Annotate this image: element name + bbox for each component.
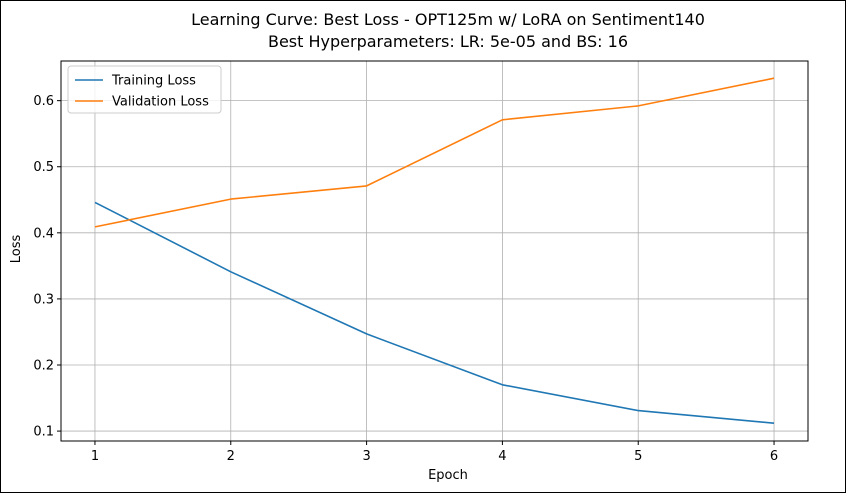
legend-label-1: Validation Loss xyxy=(112,95,209,110)
x-tick-label: 4 xyxy=(498,449,506,464)
chart-title: Learning Curve: Best Loss - OPT125m w/ L… xyxy=(191,10,705,29)
series-lines xyxy=(95,78,774,423)
series-line-0 xyxy=(95,202,774,423)
legend: Training Loss Validation Loss xyxy=(68,66,221,113)
y-axis-ticks: 0.1 0.2 0.3 0.4 0.5 0.6 xyxy=(33,94,61,439)
chart-subtitle: Best Hyperparameters: LR: 5e-05 and BS: … xyxy=(268,32,628,51)
x-tick-label: 6 xyxy=(770,449,778,464)
y-tick-label: 0.3 xyxy=(33,292,54,307)
y-axis-label: Loss xyxy=(9,235,24,264)
grid-lines xyxy=(61,61,808,441)
x-tick-label: 2 xyxy=(227,449,235,464)
plot-area xyxy=(61,61,808,441)
y-tick-label: 0.5 xyxy=(33,160,54,175)
y-tick-label: 0.2 xyxy=(33,359,54,374)
x-tick-label: 5 xyxy=(634,449,642,464)
y-tick-label: 0.1 xyxy=(33,425,54,440)
y-tick-label: 0.4 xyxy=(33,226,54,241)
legend-label-0: Training Loss xyxy=(111,74,196,89)
x-tick-label: 1 xyxy=(91,449,99,464)
x-tick-label: 3 xyxy=(362,449,370,464)
x-axis-label: Epoch xyxy=(428,468,468,483)
y-tick-label: 0.6 xyxy=(33,94,54,109)
x-axis-ticks: 1 2 3 4 5 6 xyxy=(91,441,778,464)
